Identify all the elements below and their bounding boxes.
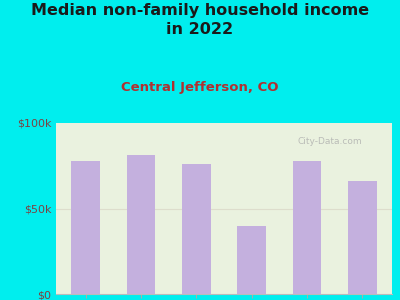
Text: City-Data.com: City-Data.com: [298, 137, 362, 146]
Bar: [348, 181, 377, 294]
Bar: [237, 226, 266, 294]
Bar: [127, 155, 155, 294]
Text: Central Jefferson, CO: Central Jefferson, CO: [121, 81, 279, 94]
Text: Median non-family household income
in 2022: Median non-family household income in 20…: [31, 3, 369, 37]
Bar: [293, 160, 321, 294]
Bar: [182, 164, 211, 294]
Bar: [71, 160, 100, 294]
